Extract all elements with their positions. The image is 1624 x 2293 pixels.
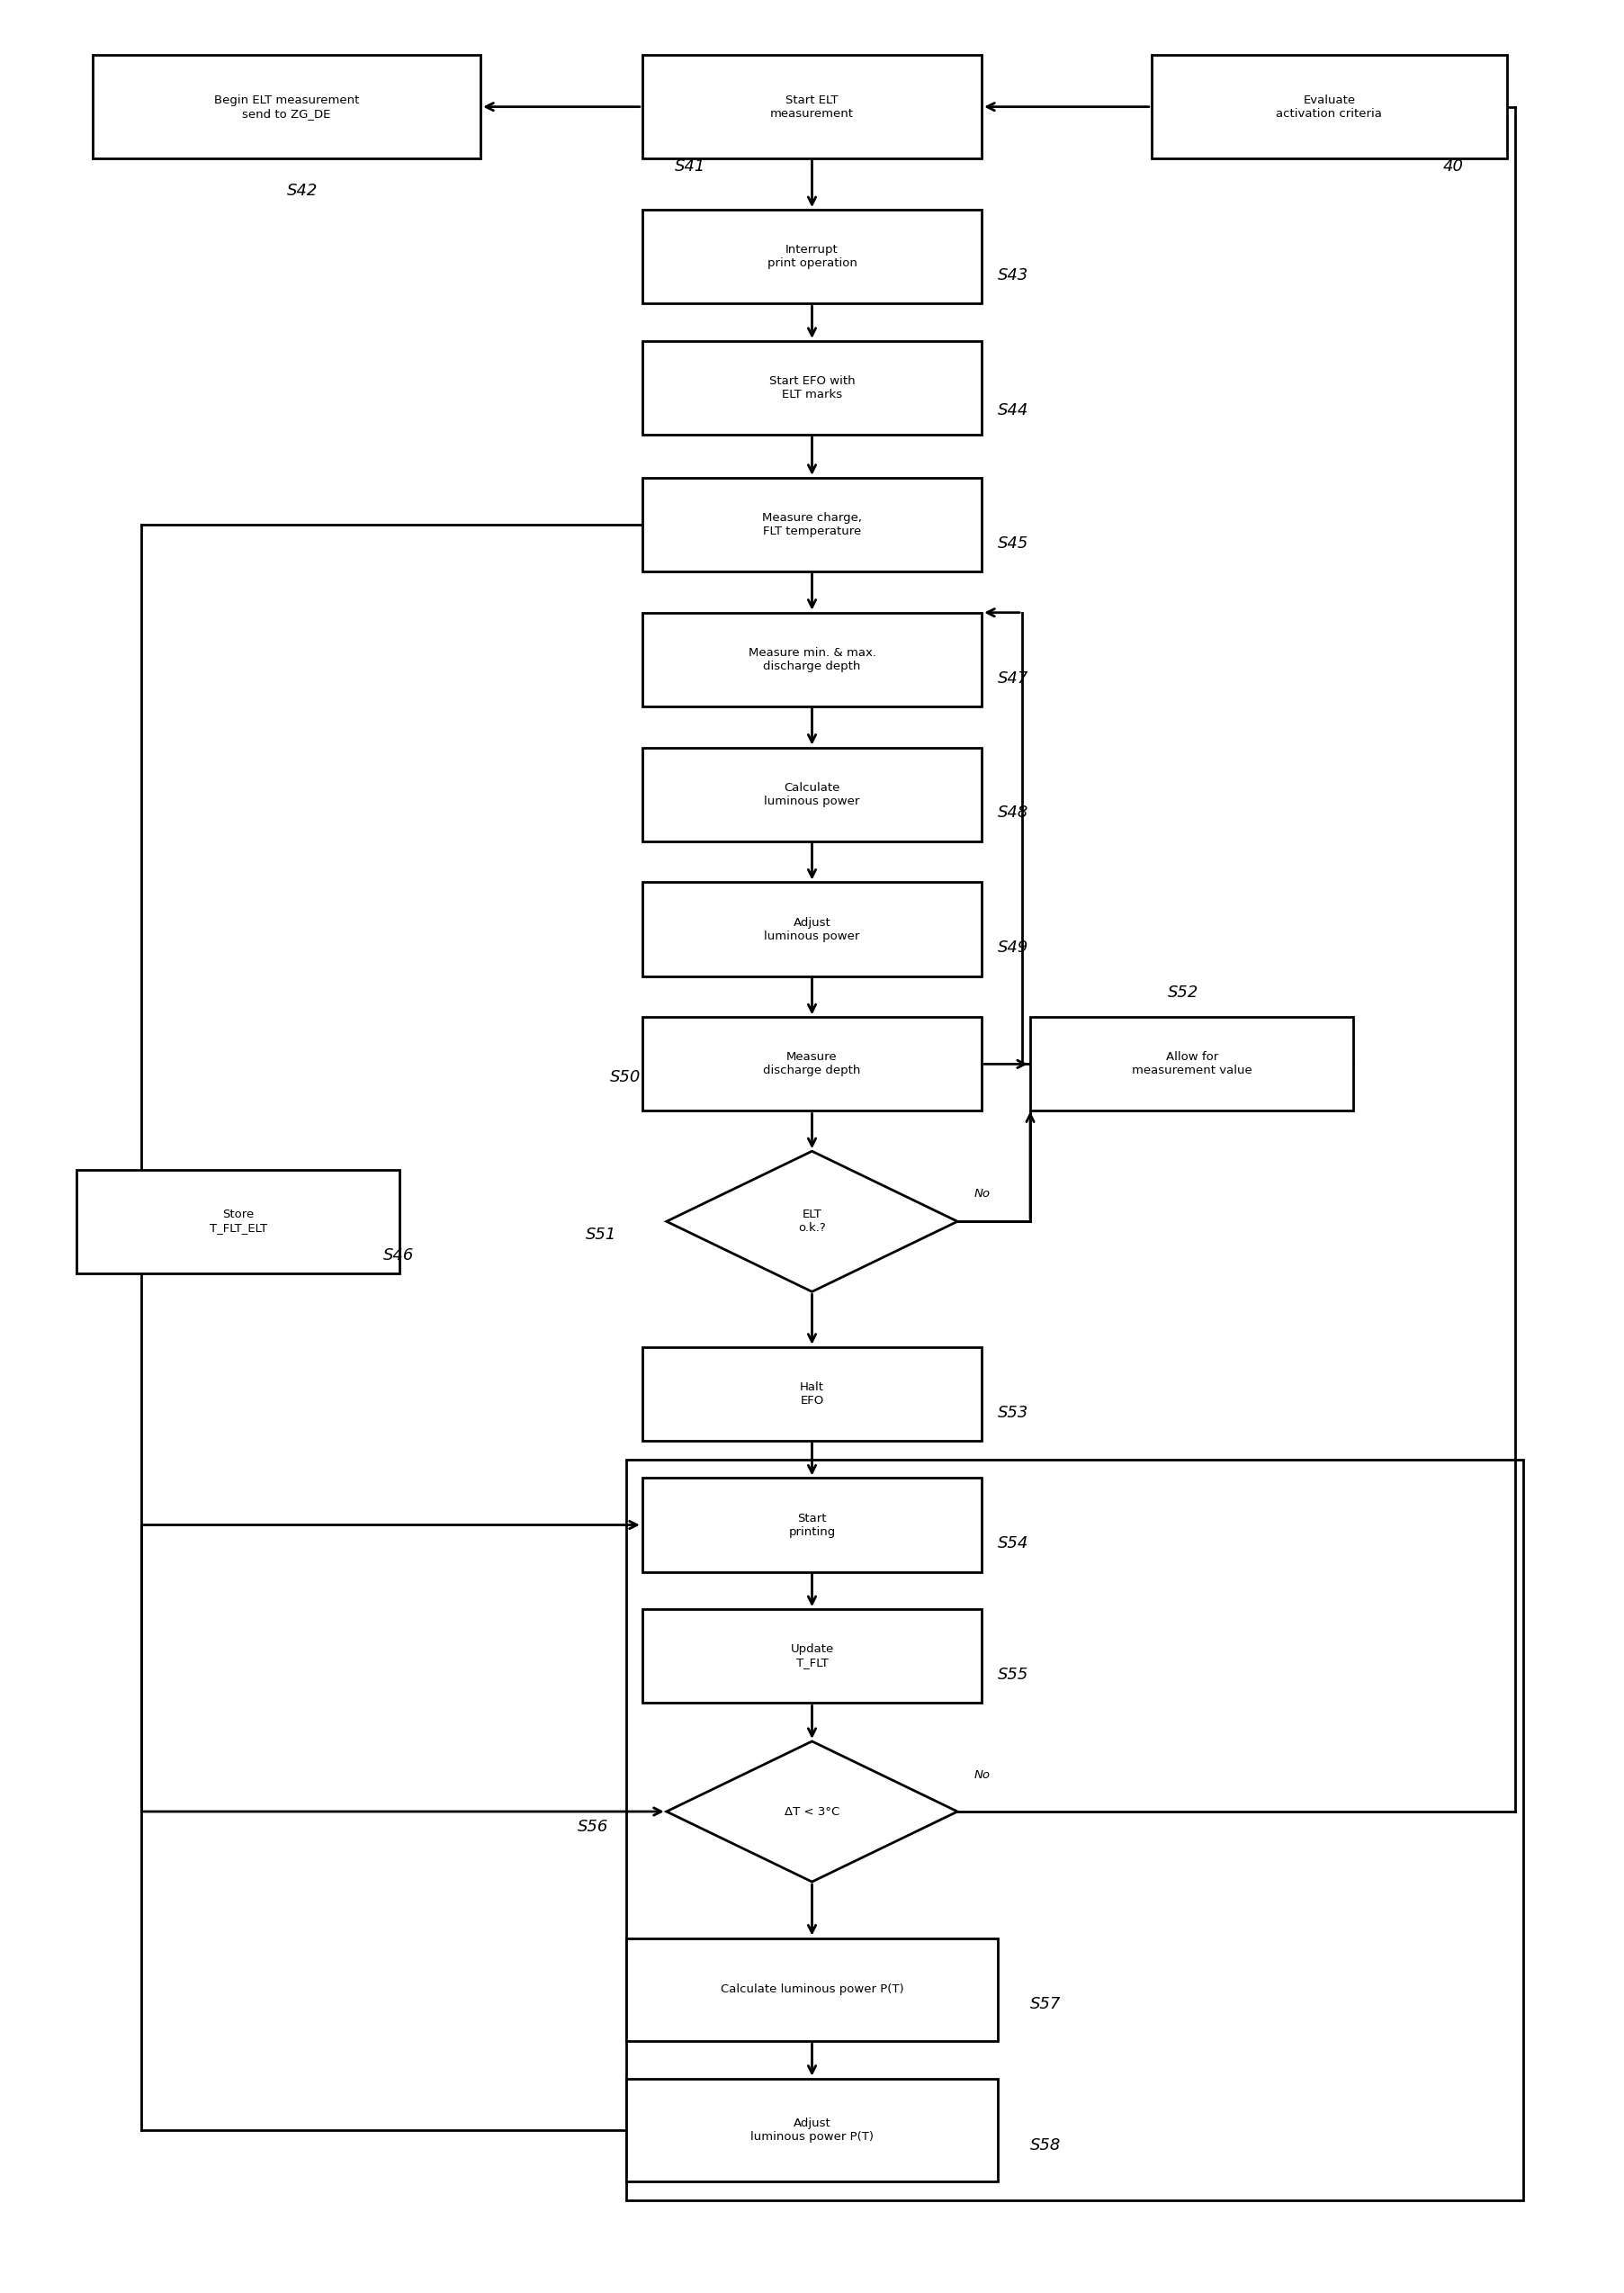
Text: S51: S51 <box>586 1227 617 1243</box>
Text: S46: S46 <box>383 1247 414 1263</box>
Text: No: No <box>974 1768 991 1782</box>
Text: Allow for
measurement value: Allow for measurement value <box>1132 1052 1252 1078</box>
Text: S58: S58 <box>1030 2137 1060 2153</box>
Text: S47: S47 <box>997 670 1030 686</box>
Text: S57: S57 <box>1030 1997 1060 2013</box>
FancyBboxPatch shape <box>627 2077 997 2181</box>
Text: Start
printing: Start printing <box>789 1513 835 1539</box>
FancyBboxPatch shape <box>1030 1018 1353 1110</box>
Text: S50: S50 <box>611 1069 641 1085</box>
Text: Update
T_FLT: Update T_FLT <box>791 1644 833 1669</box>
Text: S42: S42 <box>287 183 318 199</box>
Text: Adjust
luminous power: Adjust luminous power <box>765 917 859 942</box>
Text: S56: S56 <box>578 1818 609 1834</box>
FancyBboxPatch shape <box>627 1938 997 2041</box>
FancyBboxPatch shape <box>641 211 983 303</box>
Text: ELT
o.k.?: ELT o.k.? <box>797 1208 827 1234</box>
Text: Store
T_FLT_ELT: Store T_FLT_ELT <box>209 1208 266 1234</box>
Text: Calculate luminous power P(T): Calculate luminous power P(T) <box>721 1983 903 1995</box>
Text: S43: S43 <box>997 268 1030 284</box>
Text: Interrupt
print operation: Interrupt print operation <box>767 243 857 268</box>
Polygon shape <box>666 1151 958 1291</box>
FancyBboxPatch shape <box>641 1610 983 1704</box>
FancyBboxPatch shape <box>641 1346 983 1440</box>
Text: Measure charge,
FLT temperature: Measure charge, FLT temperature <box>762 511 862 537</box>
FancyBboxPatch shape <box>641 1018 983 1110</box>
FancyBboxPatch shape <box>641 477 983 571</box>
Text: 40: 40 <box>1442 158 1463 174</box>
FancyBboxPatch shape <box>641 342 983 436</box>
FancyBboxPatch shape <box>93 55 481 158</box>
Text: S53: S53 <box>997 1403 1030 1422</box>
FancyBboxPatch shape <box>641 55 983 158</box>
Text: S41: S41 <box>674 158 705 174</box>
Text: Measure
discharge depth: Measure discharge depth <box>763 1052 861 1078</box>
Text: S54: S54 <box>997 1536 1030 1552</box>
FancyBboxPatch shape <box>641 748 983 842</box>
Text: Start EFO with
ELT marks: Start EFO with ELT marks <box>770 376 854 401</box>
FancyBboxPatch shape <box>641 883 983 977</box>
Text: S48: S48 <box>997 805 1030 821</box>
Text: Evaluate
activation criteria: Evaluate activation criteria <box>1276 94 1382 119</box>
Text: S45: S45 <box>997 534 1030 550</box>
Text: ΔT < 3°C: ΔT < 3°C <box>784 1805 840 1818</box>
Text: Calculate
luminous power: Calculate luminous power <box>765 782 859 807</box>
Text: S55: S55 <box>997 1667 1030 1683</box>
Text: Measure min. & max.
discharge depth: Measure min. & max. discharge depth <box>749 647 875 672</box>
Text: Halt
EFO: Halt EFO <box>801 1380 823 1406</box>
FancyBboxPatch shape <box>76 1169 400 1273</box>
Text: S49: S49 <box>997 940 1030 956</box>
Text: S52: S52 <box>1168 984 1199 1002</box>
FancyBboxPatch shape <box>1151 55 1507 158</box>
Text: Start ELT
measurement: Start ELT measurement <box>770 94 854 119</box>
Text: S44: S44 <box>997 401 1030 417</box>
FancyBboxPatch shape <box>641 1479 983 1571</box>
Text: Begin ELT measurement
send to ZG_DE: Begin ELT measurement send to ZG_DE <box>214 94 359 119</box>
Text: No: No <box>974 1188 991 1199</box>
Polygon shape <box>666 1740 958 1883</box>
FancyBboxPatch shape <box>641 612 983 706</box>
Text: Adjust
luminous power P(T): Adjust luminous power P(T) <box>750 2116 874 2142</box>
